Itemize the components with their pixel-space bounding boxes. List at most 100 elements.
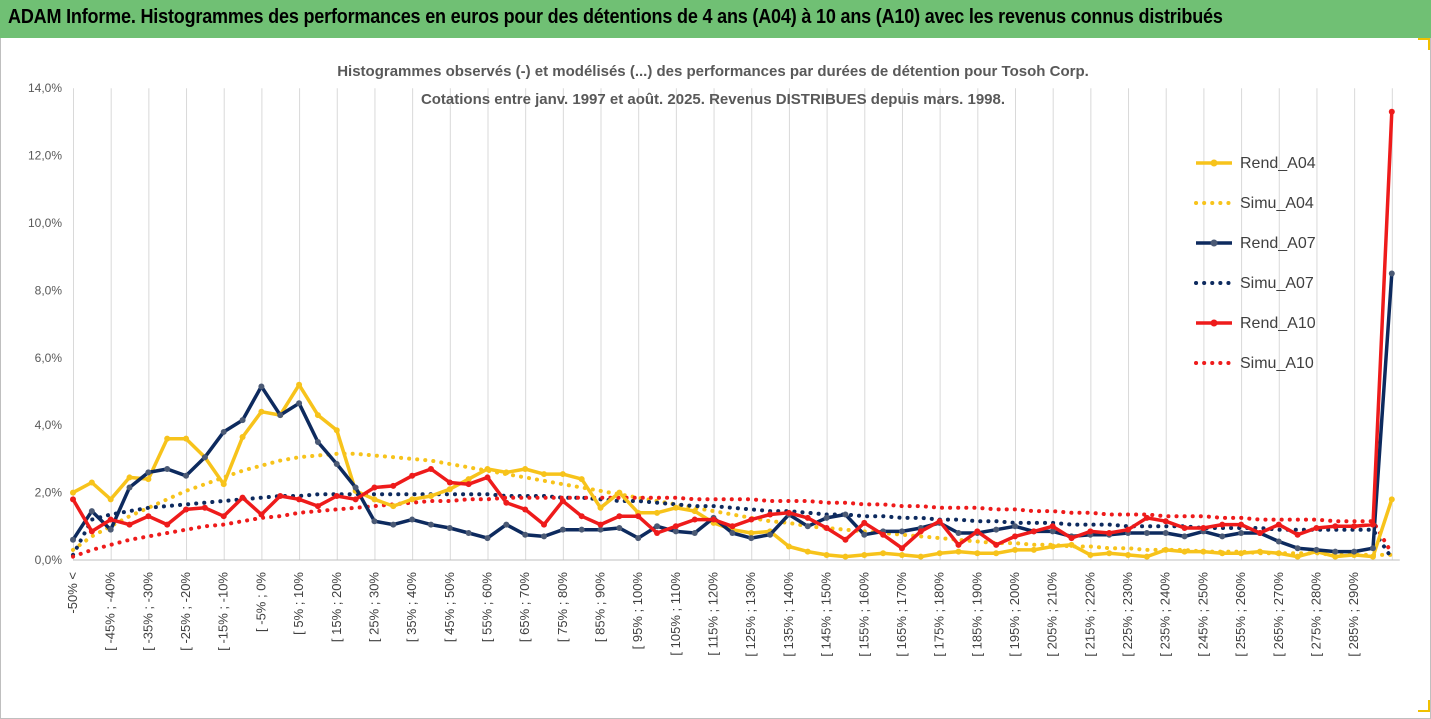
data-point	[145, 469, 152, 476]
x-tick-label: [ 55% ; 60%	[479, 572, 494, 643]
data-point	[578, 476, 585, 483]
data-point	[126, 484, 133, 491]
series-rend-a10	[70, 108, 1395, 552]
data-point	[804, 523, 811, 530]
data-point	[1219, 521, 1226, 528]
legend-label: Rend_A10	[1240, 315, 1316, 332]
data-point	[654, 530, 661, 537]
data-point	[409, 472, 416, 479]
x-tick-label: [ 25% ; 30%	[366, 572, 381, 643]
data-point	[446, 486, 453, 493]
data-point	[804, 548, 811, 555]
data-point	[409, 496, 416, 503]
data-point	[1049, 543, 1056, 550]
x-tick-label: -50% <	[65, 572, 80, 614]
data-point	[1238, 521, 1245, 528]
x-tick-label: [ 75% ; 80%	[555, 572, 570, 643]
data-point	[1087, 551, 1094, 558]
data-point	[1219, 533, 1226, 540]
x-tick-label: [ 205% ; 210%	[1045, 572, 1060, 657]
data-point	[1313, 546, 1320, 553]
x-tick-label: [ -25% ; -20%	[178, 572, 193, 651]
data-point	[1087, 528, 1094, 535]
data-point	[88, 479, 95, 486]
data-point	[1143, 553, 1150, 560]
data-point	[239, 417, 246, 424]
data-point	[1125, 551, 1132, 558]
legend-marker	[1210, 159, 1218, 167]
data-point	[1049, 523, 1056, 530]
data-point	[993, 526, 1000, 533]
data-point	[427, 492, 434, 499]
data-point	[898, 551, 905, 558]
data-point	[70, 489, 76, 496]
data-point	[1369, 553, 1376, 560]
data-point	[88, 508, 95, 515]
data-point	[1162, 530, 1169, 537]
legend-label: Rend_A04	[1240, 155, 1316, 172]
data-point	[1275, 521, 1282, 528]
data-point	[239, 494, 246, 501]
x-tick-label: [ -5% ; 0%	[253, 572, 268, 632]
legend-item: Rend_A04	[1196, 155, 1316, 172]
data-point	[484, 466, 491, 473]
data-point	[1294, 531, 1301, 538]
legend-marker	[1210, 319, 1218, 327]
data-point	[597, 504, 604, 511]
data-point	[616, 489, 623, 496]
x-tick-label: [ 135% ; 140%	[781, 572, 796, 657]
data-point	[1313, 524, 1320, 531]
data-point	[597, 521, 604, 528]
data-point	[446, 524, 453, 531]
data-point	[654, 523, 661, 530]
data-point	[371, 518, 378, 525]
legend: Rend_A04 Simu_A04 Rend_A07 Simu_A07 Rend_A10…	[1194, 155, 1316, 372]
data-point	[145, 476, 152, 483]
data-point	[427, 521, 434, 528]
data-point	[88, 528, 95, 535]
x-tick-label: [ 15% ; 20%	[329, 572, 344, 643]
series-line	[71, 492, 1394, 561]
y-tick-label: 0,0%	[35, 553, 63, 567]
data-point	[201, 454, 208, 461]
data-point	[823, 524, 830, 531]
x-tick-label: [ 265% ; 270%	[1271, 572, 1286, 657]
data-point	[616, 524, 623, 531]
x-tick-label: [ 145% ; 150%	[819, 572, 834, 657]
data-point	[974, 528, 981, 535]
data-point	[1332, 548, 1339, 555]
series-line	[71, 495, 1394, 559]
x-tick-label: [ 285% ; 290%	[1346, 572, 1361, 657]
data-point	[70, 496, 76, 503]
data-point	[880, 531, 887, 538]
data-point	[1351, 548, 1358, 555]
x-tick-label: [ 195% ; 200%	[1007, 572, 1022, 657]
data-point	[277, 492, 284, 499]
data-point	[296, 381, 303, 388]
data-point	[333, 460, 340, 467]
data-point	[917, 528, 924, 535]
data-point	[691, 530, 698, 537]
data-point	[220, 428, 227, 435]
data-point	[333, 427, 340, 434]
data-point	[785, 509, 792, 516]
chart-title: Histogrammes observés (-) et modélisés (…	[337, 63, 1089, 80]
data-point	[1143, 514, 1150, 521]
data-point	[955, 548, 962, 555]
data-point	[427, 466, 434, 473]
report-header: ADAM Informe. Histogrammes des performan…	[0, 0, 1431, 38]
data-point	[635, 513, 642, 520]
data-point	[578, 513, 585, 520]
y-tick-label: 4,0%	[35, 418, 63, 432]
data-point	[767, 531, 774, 538]
data-point	[710, 516, 717, 523]
report-title: ADAM Informe. Histogrammes des performan…	[8, 6, 1223, 28]
x-tick-label: [ -35% ; -30%	[140, 572, 155, 651]
x-tick-label: [ 175% ; 180%	[932, 572, 947, 657]
data-point	[1106, 550, 1113, 557]
data-point	[409, 516, 416, 523]
data-point	[691, 508, 698, 515]
data-point	[352, 496, 359, 503]
data-point	[1181, 533, 1188, 540]
data-point	[333, 492, 340, 499]
